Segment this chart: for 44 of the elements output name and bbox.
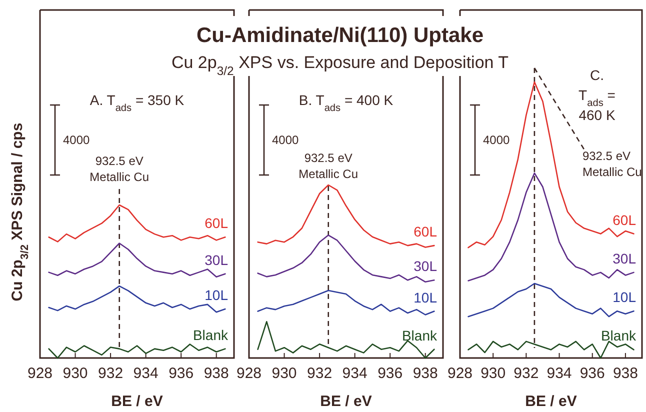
x-axis-title: BE / eV [525, 393, 577, 410]
text: Cu 2p$_{3/2}$ XPS vs. Exposure and Deposition T [171, 53, 509, 78]
text: 4000 [272, 133, 300, 147]
text: 4000 [63, 133, 90, 147]
x-tick-label: 938 [412, 365, 438, 382]
x-tick-label: 930 [62, 365, 88, 382]
series-label: 30L [612, 250, 636, 266]
x-tick-label: 928 [27, 365, 53, 382]
series-label: 60L [414, 224, 438, 240]
x-tick-label: 932 [307, 365, 332, 382]
series-label: 30L [204, 252, 228, 268]
x-axis-title: BE / eV [111, 393, 163, 410]
x-tick-label: 934 [133, 365, 158, 382]
x-tick-label: 930 [272, 365, 297, 382]
x-tick-label: 936 [580, 365, 605, 382]
x-tick-label: 936 [378, 365, 403, 382]
text: A. T$_{ads}$ = 350 K [90, 92, 185, 114]
x-tick-label: 938 [612, 365, 638, 382]
x-tick-label: 932 [98, 365, 124, 382]
x-tick-label: 934 [342, 365, 368, 382]
series-label: 60L [612, 212, 636, 228]
ref-line-label: 932.5 eV Metallic Cu [298, 151, 358, 181]
x-tick-label: 934 [546, 365, 572, 382]
series-label: Blank [600, 328, 637, 344]
ref-line-label: 932.5 eV Metallic Cu [90, 154, 150, 184]
series-label: 10L [204, 287, 228, 304]
x-tick-label: 928 [236, 365, 262, 382]
series-label: 10L [414, 289, 438, 306]
x-axis-title: BE / eV [320, 393, 372, 410]
annotation: 4000 [483, 133, 510, 147]
series-label: 30L [414, 258, 438, 274]
text: Cu-Amidinate/Ni(110) Uptake [196, 24, 484, 47]
x-tick-label: 928 [447, 365, 473, 382]
x-tick-label: 932 [514, 365, 539, 382]
x-tick-label: 938 [204, 365, 229, 382]
x-tick-label: 930 [480, 365, 506, 382]
series-label: Blank [402, 327, 438, 344]
annotation: C. T$_{ads}$ = 460 K [578, 67, 616, 123]
x-tick-label: 936 [168, 365, 194, 382]
series-label: 60L [204, 215, 228, 232]
ref-line-label: 932.5 eV Metallic Cu [582, 149, 642, 179]
text: B. T$_{ads}$ = 400 K [298, 92, 394, 114]
series-label: Blank [192, 326, 229, 343]
series-label: 10L [612, 289, 636, 306]
